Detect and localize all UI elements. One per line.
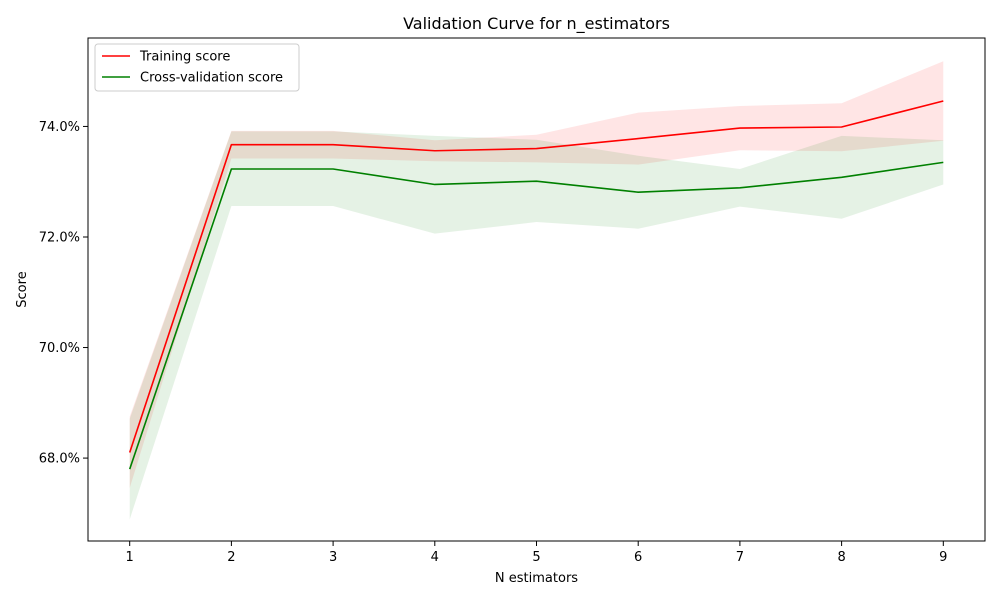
- legend-label-0: Training score: [139, 50, 230, 65]
- y-tick-label: 74.0%: [39, 120, 80, 135]
- x-tick-label: 7: [736, 550, 744, 565]
- legend-label-1: Cross-validation score: [140, 71, 283, 86]
- x-tick-label: 1: [126, 550, 134, 565]
- y-axis: 68.0% 70.0% 72.0% 74.0%: [39, 120, 88, 467]
- bands-layer: [130, 61, 944, 519]
- y-tick-label: 72.0%: [39, 230, 80, 245]
- x-tick-label: 4: [431, 550, 439, 565]
- y-axis-label: Score: [15, 271, 30, 307]
- y-tick-label: 70.0%: [39, 341, 80, 356]
- x-tick-label: 3: [329, 550, 337, 565]
- x-tick-label: 2: [227, 550, 235, 565]
- chart-title: Validation Curve for n_estimators: [403, 14, 670, 34]
- legend: Training score Cross-validation score: [95, 44, 299, 91]
- y-tick-label: 68.0%: [39, 452, 80, 467]
- x-tick-label: 8: [837, 550, 845, 565]
- x-tick-label: 9: [939, 550, 947, 565]
- x-tick-label: 6: [634, 550, 642, 565]
- x-axis-label: N estimators: [495, 571, 578, 586]
- x-tick-label: 5: [532, 550, 540, 565]
- series-1-band: [130, 131, 944, 519]
- series-0-band: [130, 61, 944, 488]
- x-axis: 1 2 3 4 5 6 7 8 9: [126, 541, 948, 565]
